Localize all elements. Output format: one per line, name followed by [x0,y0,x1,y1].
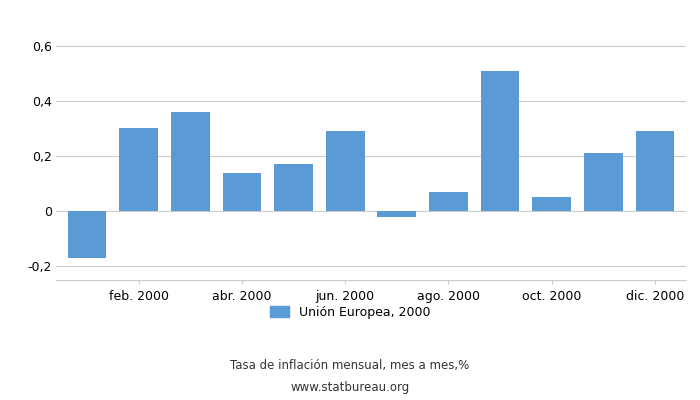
Bar [223,172,261,211]
Bar [68,211,106,258]
Bar [326,131,365,211]
Bar [119,128,158,211]
Bar [636,131,674,211]
Bar [533,197,571,211]
Legend: Unión Europea, 2000: Unión Europea, 2000 [265,301,435,324]
Bar [274,164,313,211]
Bar [429,192,468,211]
Text: Tasa de inflación mensual, mes a mes,%: Tasa de inflación mensual, mes a mes,% [230,360,470,372]
Text: www.statbureau.org: www.statbureau.org [290,382,410,394]
Bar [584,153,623,211]
Bar [377,211,416,217]
Bar [481,70,519,211]
Bar [171,112,209,211]
